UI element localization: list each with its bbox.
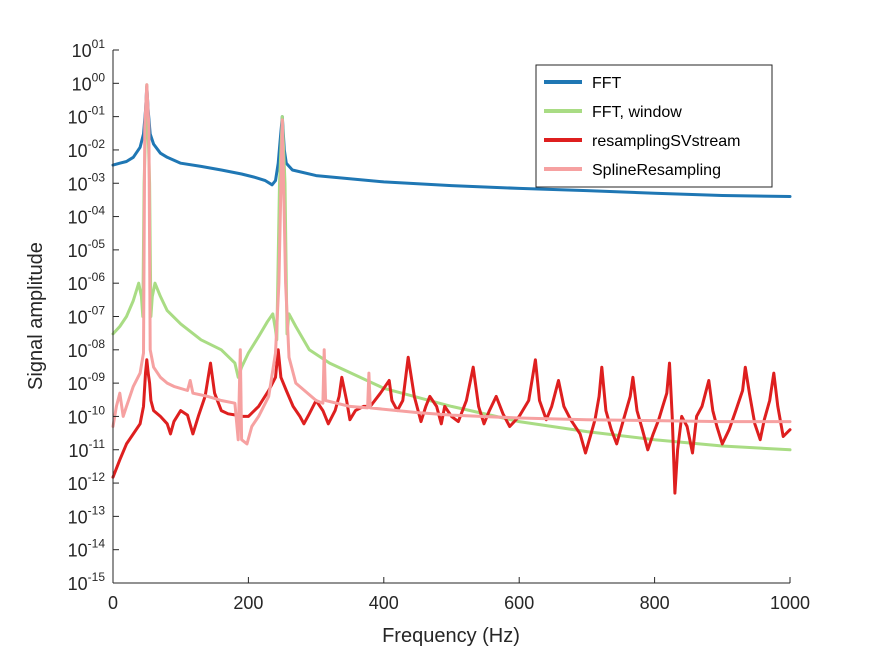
y-axis-title: Signal amplitude bbox=[25, 242, 47, 390]
x-axis-title: Frequency (Hz) bbox=[382, 625, 520, 647]
y-tick-label: 10-05 bbox=[68, 237, 106, 261]
legend: FFT FFT, window resamplingSVstream SplineRe… bbox=[535, 64, 773, 188]
y-tick-label: 10-02 bbox=[68, 137, 106, 161]
legend-label: resamplingSVstream bbox=[592, 133, 741, 150]
series-line-3 bbox=[111, 83, 792, 446]
legend-items: FFT FFT, window resamplingSVstream SplineRe… bbox=[544, 75, 741, 179]
legend-label: FFT bbox=[592, 75, 622, 92]
y-tick-label: 10-10 bbox=[68, 403, 106, 427]
y-tick-label: 10-14 bbox=[68, 537, 106, 561]
series-line-2 bbox=[111, 348, 792, 495]
x-tick-label: 800 bbox=[640, 593, 670, 613]
legend-label: FFT, window bbox=[592, 104, 682, 121]
x-tick-label: 1000 bbox=[770, 593, 810, 613]
y-tick-label: 10-08 bbox=[68, 337, 106, 361]
legend-box bbox=[535, 64, 773, 188]
y-tick-label: 10-09 bbox=[68, 370, 106, 394]
ticks-layer: 0 200 400 600 800 1000 10-15 10-14 10-13 10-12 10-… bbox=[68, 37, 810, 613]
legend-label: SplineResampling bbox=[592, 162, 721, 179]
y-tick-label: 10-07 bbox=[68, 304, 106, 328]
y-tick-label: 1001 bbox=[72, 37, 106, 61]
series-layer bbox=[111, 83, 792, 495]
y-tick-label: 10-15 bbox=[68, 570, 106, 594]
y-tick-label: 10-13 bbox=[68, 503, 106, 527]
y-tick-label: 10-01 bbox=[68, 104, 106, 128]
x-tick-label: 200 bbox=[233, 593, 263, 613]
y-tick-label: 10-06 bbox=[68, 270, 106, 294]
y-tick-label: 10-03 bbox=[68, 170, 106, 194]
x-tick-label: 600 bbox=[504, 593, 534, 613]
x-tick-label: 0 bbox=[108, 593, 118, 613]
y-tick-label: 10-12 bbox=[68, 470, 106, 494]
y-tick-label: 10-04 bbox=[68, 204, 106, 228]
x-tick-label: 400 bbox=[369, 593, 399, 613]
y-tick-label: 1000 bbox=[72, 70, 106, 94]
y-tick-label: 10-11 bbox=[69, 437, 106, 461]
